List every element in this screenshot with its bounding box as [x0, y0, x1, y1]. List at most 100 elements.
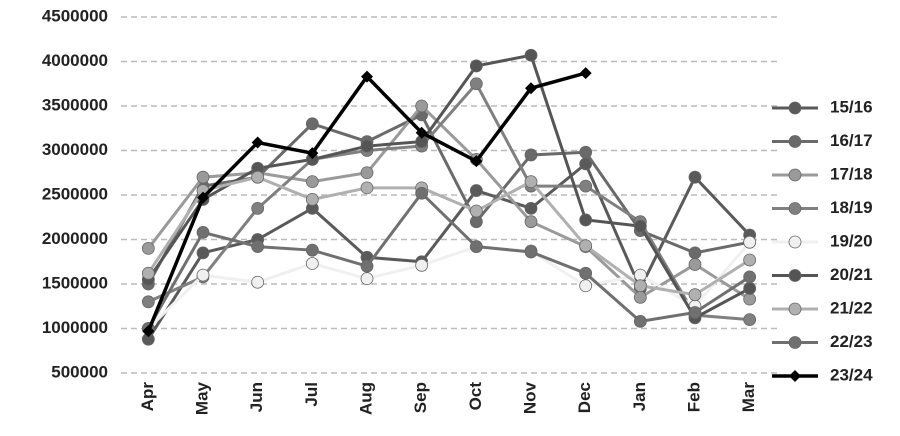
x-tick-label: Aug: [356, 382, 375, 415]
point: [251, 240, 265, 254]
point: [469, 204, 483, 218]
y-tick-label: 1000000: [42, 318, 108, 337]
point: [251, 136, 264, 149]
legend-marker: [788, 235, 802, 249]
legend-marker: [789, 370, 801, 382]
x-tick-label: Dec: [575, 382, 594, 413]
point: [361, 70, 373, 83]
point: [360, 139, 374, 153]
point: [579, 266, 593, 280]
y-tick-label: 3000000: [42, 140, 108, 159]
point: [688, 288, 702, 302]
point: [251, 275, 265, 289]
point: [141, 241, 155, 255]
legend-marker: [788, 101, 802, 115]
legend-label: 23/24: [830, 365, 873, 384]
point: [688, 246, 702, 260]
series-line: [147, 241, 751, 330]
x-tick-label: Jun: [247, 382, 266, 412]
point: [524, 215, 538, 229]
legend-marker: [788, 302, 802, 316]
point: [633, 290, 647, 304]
point: [743, 292, 757, 306]
series-line: [147, 53, 751, 320]
point: [524, 148, 538, 162]
legend-label: 15/16: [830, 97, 873, 116]
point: [469, 77, 483, 91]
x-tick-label: Apr: [138, 382, 157, 412]
legend-label: 16/17: [830, 131, 873, 150]
point: [579, 279, 593, 293]
point: [579, 145, 593, 159]
series-line: [147, 161, 751, 340]
point: [415, 126, 428, 139]
x-tick-label: May: [192, 381, 211, 415]
point: [743, 313, 757, 327]
point: [305, 117, 319, 131]
x-tick-label: Feb: [684, 382, 703, 412]
legend-marker: [788, 336, 802, 349]
y-tick-label: 4500000: [42, 6, 108, 25]
point: [305, 243, 319, 257]
point: [743, 270, 757, 284]
point: [524, 48, 538, 62]
point: [141, 295, 155, 309]
point: [360, 272, 374, 286]
point: [633, 219, 647, 233]
point: [524, 175, 538, 189]
x-tick-label: Jan: [630, 382, 649, 411]
point: [196, 268, 210, 282]
point: [579, 213, 593, 227]
point: [305, 257, 319, 270]
series-line: [147, 81, 750, 322]
point: [633, 268, 647, 282]
point: [360, 259, 374, 273]
point: [141, 266, 155, 280]
point: [743, 253, 757, 267]
point: [743, 282, 757, 295]
legend-marker: [788, 135, 802, 148]
point: [633, 314, 647, 328]
point: [743, 235, 757, 249]
legend-label: 22/23: [830, 332, 873, 351]
point: [251, 170, 265, 184]
y-tick-label: 2500000: [42, 184, 108, 203]
legend-label: 19/20: [830, 231, 873, 250]
point: [470, 155, 483, 168]
x-tick-label: Jul: [302, 382, 321, 407]
legend-label: 17/18: [830, 164, 873, 183]
point: [579, 67, 592, 80]
legend-marker: [788, 269, 802, 282]
legend-marker: [788, 202, 802, 215]
point: [196, 225, 210, 239]
series-line: [147, 175, 751, 297]
point: [469, 184, 483, 197]
point: [524, 245, 538, 259]
point: [305, 193, 319, 206]
legend-label: 18/19: [830, 198, 873, 217]
point: [579, 239, 593, 253]
point: [469, 240, 483, 254]
legend-label: 21/22: [830, 298, 873, 317]
legend-marker: [788, 168, 802, 182]
point: [415, 186, 429, 200]
point: [469, 215, 483, 229]
point: [360, 166, 374, 180]
point: [688, 306, 702, 319]
y-tick-label: 500000: [51, 362, 108, 381]
series-line: [147, 190, 751, 330]
point: [306, 147, 319, 160]
point: [415, 258, 429, 272]
x-tick-label: Mar: [739, 382, 758, 413]
y-tick-label: 1500000: [42, 273, 108, 292]
x-tick-label: Oct: [466, 382, 485, 411]
point: [196, 170, 210, 184]
series-line: [146, 71, 587, 332]
legend-label: 20/21: [830, 265, 873, 284]
point: [197, 191, 209, 204]
y-tick-label: 2000000: [42, 229, 108, 248]
point: [633, 279, 647, 293]
point: [415, 99, 429, 113]
point: [142, 325, 155, 338]
